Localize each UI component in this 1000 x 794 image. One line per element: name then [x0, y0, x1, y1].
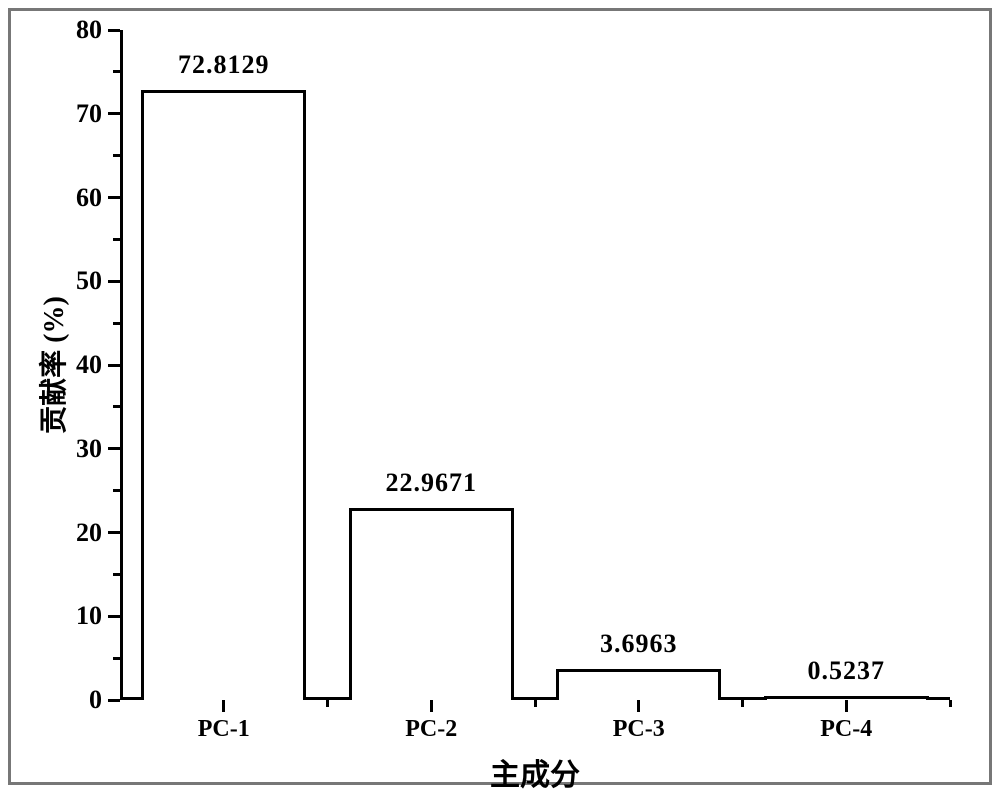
plot-area: 01020304050607080 PC-1PC-2PC-3PC-4 72.81…	[120, 30, 950, 700]
y-tick-minor	[113, 322, 120, 325]
y-tick-major	[108, 280, 120, 283]
x-tick-minor	[949, 700, 952, 707]
x-tick-major	[430, 700, 433, 712]
y-tick-minor	[113, 154, 120, 157]
y-tick-major	[108, 196, 120, 199]
x-tick-label: PC-2	[405, 716, 457, 743]
bar-value-label: 72.8129	[178, 50, 270, 80]
x-axis-title: 主成分	[490, 750, 580, 794]
y-tick-label: 60	[76, 183, 102, 213]
y-axis-title: 贡献率 (%)	[32, 296, 72, 434]
bar-value-label: 3.6963	[600, 629, 678, 659]
bar	[349, 508, 514, 700]
y-tick-major	[108, 112, 120, 115]
x-tick-minor	[741, 700, 744, 707]
y-tick-minor	[113, 573, 120, 576]
y-tick-major	[108, 699, 120, 702]
y-tick-major	[108, 447, 120, 450]
y-tick-minor	[113, 238, 120, 241]
y-tick-label: 50	[76, 266, 102, 296]
y-tick-label: 70	[76, 99, 102, 129]
y-tick-minor	[113, 405, 120, 408]
x-tick-major	[222, 700, 225, 712]
y-tick-label: 20	[76, 518, 102, 548]
x-tick-label: PC-3	[613, 716, 665, 743]
y-tick-major	[108, 615, 120, 618]
y-tick-label: 0	[89, 685, 102, 715]
y-tick-major	[108, 29, 120, 32]
x-tick-minor	[534, 700, 537, 707]
y-tick-label: 80	[76, 15, 102, 45]
x-tick-label: PC-4	[820, 716, 872, 743]
y-tick-label: 30	[76, 434, 102, 464]
y-tick-major	[108, 364, 120, 367]
y-tick-minor	[113, 489, 120, 492]
y-tick-label: 10	[76, 601, 102, 631]
y-tick-major	[108, 531, 120, 534]
bar	[556, 669, 721, 700]
x-tick-label: PC-1	[198, 716, 250, 743]
y-axis-line	[120, 30, 123, 700]
chart-stage: 0 10 20 30 40 50 60 70 80 PC-1 PC-2 PC-3 PC-4 72.81…	[0, 0, 1000, 793]
y-tick-label: 40	[76, 350, 102, 380]
bar-value-label: 0.5237	[808, 656, 886, 686]
x-tick-major	[637, 700, 640, 712]
x-tick-major	[845, 700, 848, 712]
bar	[141, 90, 306, 700]
y-tick-minor	[113, 657, 120, 660]
bar-value-label: 22.9671	[386, 468, 478, 498]
x-tick-minor	[326, 700, 329, 707]
bar	[764, 696, 929, 700]
y-tick-minor	[113, 70, 120, 73]
